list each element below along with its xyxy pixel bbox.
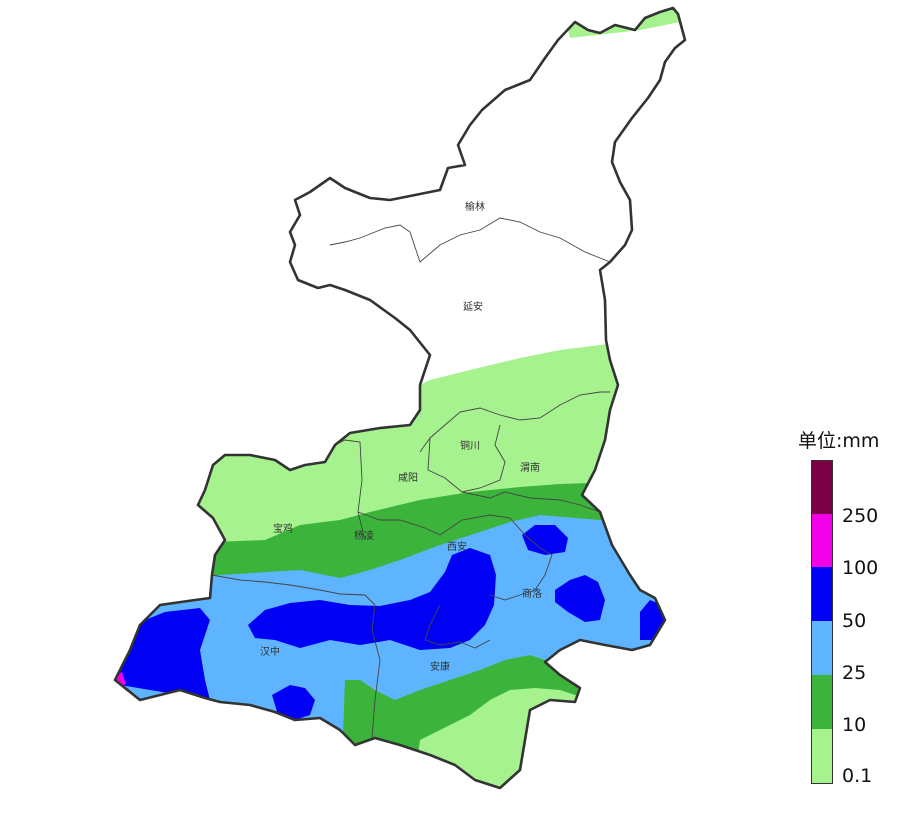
city-label-hanzhong: 汉中 bbox=[260, 645, 280, 658]
city-label-xianyang: 咸阳 bbox=[398, 472, 418, 484]
city-label-yulin: 榆林 bbox=[465, 200, 485, 213]
city-label-weinan: 渭南 bbox=[520, 461, 540, 474]
province-border bbox=[113, 6, 687, 790]
city-label-yangling: 杨凌 bbox=[354, 529, 374, 542]
legend-label-25: 25 bbox=[842, 662, 867, 684]
city-label-shangluo: 商洛 bbox=[522, 587, 542, 600]
legend-swatch-100-250 bbox=[811, 514, 833, 567]
city-label-yanan: 延安 bbox=[463, 300, 483, 313]
city-labels: 榆林 延安 铜川 咸阳 渭南 宝鸡 杨凌 西安 商洛 汉中 安康 bbox=[260, 200, 542, 673]
city-label-xian: 西安 bbox=[447, 540, 467, 553]
legend-label-250: 250 bbox=[842, 505, 879, 527]
legend-swatch-10-25 bbox=[811, 675, 833, 729]
legend-swatch-250plus bbox=[811, 460, 833, 514]
city-label-baoji: 宝鸡 bbox=[273, 522, 293, 535]
city-boundaries bbox=[211, 217, 611, 739]
legend-label-100: 100 bbox=[842, 557, 879, 579]
legend-label-50: 50 bbox=[842, 610, 867, 632]
legend-swatch-0-10 bbox=[811, 729, 833, 784]
city-label-tongchuan: 铜川 bbox=[460, 440, 480, 452]
legend-label-10: 10 bbox=[842, 714, 867, 736]
city-label-ankang: 安康 bbox=[430, 660, 450, 673]
legend-swatch-50-100 bbox=[811, 567, 833, 621]
legend-label-0-1: 0.1 bbox=[842, 765, 873, 787]
legend-title: 单位:mm bbox=[798, 430, 880, 452]
legend-swatch-25-50 bbox=[811, 621, 833, 675]
